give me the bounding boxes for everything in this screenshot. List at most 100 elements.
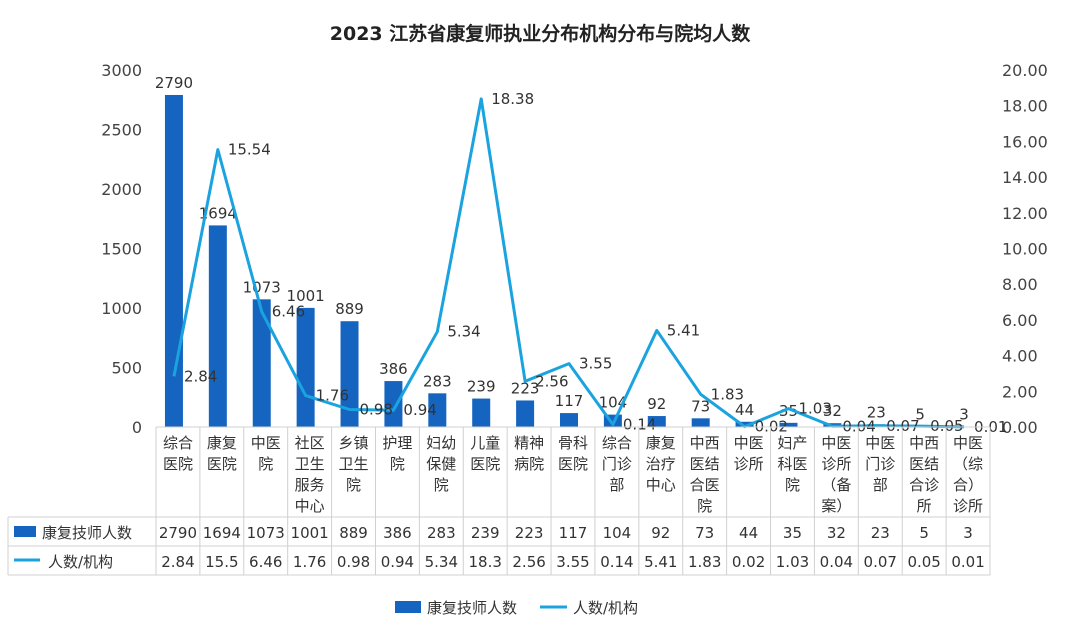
table-cell-line: 0.05: [907, 553, 940, 571]
bar-data-label: 35: [779, 402, 798, 420]
table-cell-line: 5.41: [644, 553, 677, 571]
category-label: 中医院: [251, 434, 281, 473]
table-cell-bar: 73: [695, 524, 714, 542]
table-cell-line: 1.76: [293, 553, 326, 571]
chart-title: 2023 江苏省康复师执业分布机构分布与院均人数: [330, 22, 751, 45]
bar: [691, 418, 710, 427]
table-cell-bar: 35: [783, 524, 802, 542]
table-cell-line: 2.84: [161, 553, 194, 571]
line-data-label: 0.14: [623, 416, 656, 434]
line-series: [172, 97, 965, 429]
category-label: 护理院: [382, 434, 412, 473]
table-cell-bar: 44: [739, 524, 758, 542]
category-label: 中医（综合）诊所: [953, 434, 983, 515]
table-cell-bar: 386: [383, 524, 412, 542]
bar: [296, 307, 315, 427]
line-series-path: [172, 97, 965, 429]
left-axis-tick: 500: [111, 359, 142, 378]
table-cell-bar: 1073: [247, 524, 285, 542]
table-cell-line: 0.98: [337, 553, 370, 571]
bar-data-label: 2790: [155, 74, 193, 92]
table-cell-line: 15.5: [205, 553, 238, 571]
category-label: 骨科医院: [558, 434, 588, 473]
line-data-label: 0.05: [930, 417, 963, 435]
bar-data-label: 5: [915, 405, 925, 423]
table-cell-line: 18.3: [469, 553, 502, 571]
bar-data-label: 117: [555, 392, 584, 410]
table-cell-bar: 3: [963, 524, 973, 542]
line-data-label: 15.54: [228, 141, 271, 159]
table-cell-bar: 1001: [291, 524, 329, 542]
category-label: 中医诊所: [734, 434, 764, 473]
line-data-label: 2.84: [184, 367, 217, 385]
left-axis-tick: 2500: [101, 121, 142, 140]
bar-data-label: 23: [867, 403, 886, 421]
right-axis-tick: 12.00: [1002, 204, 1048, 223]
bar-data-label: 73: [691, 397, 710, 415]
right-axis-tick: 8.00: [1002, 275, 1038, 294]
line-data-label: 18.38: [491, 90, 534, 108]
bar: [340, 321, 359, 427]
legend-item: 康复技师人数: [427, 599, 517, 617]
line-data-label: 1.83: [711, 385, 744, 403]
table-cell-bar: 5: [919, 524, 929, 542]
right-axis-tick: 16.00: [1002, 132, 1048, 151]
data-table: 综合医院康复医院中医院社区卫生服务中心乡镇卫生院护理院妇幼保健院儿童医院精神病院…: [7, 426, 991, 576]
line-data-label: 5.34: [447, 323, 480, 341]
right-axis-tick: 0.00: [1002, 418, 1038, 437]
table-row-header: 人数/机构: [48, 553, 113, 571]
right-axis-tick: 18.00: [1002, 97, 1048, 116]
table-cell-bar: 23: [871, 524, 890, 542]
bar-data-label: 1694: [199, 204, 237, 222]
line-data-label: 0.98: [360, 401, 393, 419]
table-cell-line: 2.56: [512, 553, 545, 571]
right-axis: 0.00 2.00 4.00 6.00 8.00 10.00 12.00 14.00 16.00…: [1002, 61, 1048, 437]
line-data-label: 0.07: [886, 417, 919, 435]
category-label: 综合医院: [163, 434, 193, 473]
bar: [428, 393, 447, 427]
right-axis-tick: 20.00: [1002, 61, 1048, 80]
table-cell-bar: 1694: [203, 524, 241, 542]
category-label: 中西医结合诊所: [909, 434, 939, 515]
table-cell-line: 0.01: [951, 553, 984, 571]
bar: [384, 381, 403, 427]
bar-data-label: 92: [647, 395, 666, 413]
bar-series: [164, 94, 974, 428]
table-cell-line: 0.02: [732, 553, 765, 571]
table-cell-line: 5.34: [425, 553, 458, 571]
bar: [472, 398, 491, 427]
bar: [516, 400, 535, 427]
category-label: 精神病院: [514, 434, 544, 473]
table-cell-bar: 32: [827, 524, 846, 542]
line-data-label: 2.56: [535, 372, 568, 390]
category-label: 妇幼保健院: [426, 434, 456, 494]
right-axis-tick: 4.00: [1002, 347, 1038, 366]
table-row-header: 康复技师人数: [42, 524, 132, 542]
bar: [164, 94, 183, 428]
line-data-label: 1.76: [316, 387, 349, 405]
table-cell-bar: 223: [515, 524, 544, 542]
category-label: 综合门诊部: [602, 434, 632, 494]
table-cell-bar: 2790: [159, 524, 197, 542]
table-cell-line: 1.03: [776, 553, 809, 571]
bar-data-label: 32: [823, 402, 842, 420]
table-cell-line: 0.07: [864, 553, 897, 571]
bar: [252, 299, 271, 427]
left-axis-tick: 0: [132, 418, 142, 437]
line-data-label: 5.41: [667, 321, 700, 339]
line-data-label: 0.01: [974, 418, 1007, 436]
bar-data-label: 1001: [287, 287, 325, 305]
line-data-label: 3.55: [579, 355, 612, 373]
category-label: 社区卫生服务中心: [295, 434, 325, 515]
table-cell-bar: 92: [651, 524, 670, 542]
bar-data-label: 1073: [243, 278, 281, 296]
table-cell-line: 6.46: [249, 553, 282, 571]
table-cell-bar: 283: [427, 524, 456, 542]
left-axis-tick: 1000: [101, 299, 142, 318]
bar: [560, 413, 578, 427]
right-axis-tick: 10.00: [1002, 240, 1048, 259]
table-cell-bar: 889: [339, 524, 368, 542]
table-cell-bar: 239: [471, 524, 500, 542]
bar: [779, 422, 798, 427]
